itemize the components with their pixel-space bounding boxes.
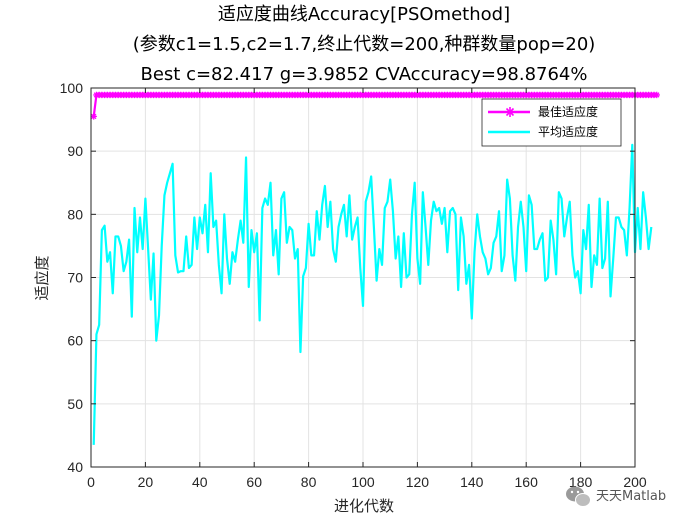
legend-marker-best [505,107,515,117]
x-tick-label: 20 [138,474,154,490]
y-tick-label: 80 [67,206,83,222]
watermark-text: 天天Matlab [596,489,666,504]
x-tick-label: 180 [569,474,593,490]
best-fitness-marker [653,91,660,99]
y-tick-label: 40 [67,459,83,475]
x-tick-label: 120 [406,474,430,490]
x-tick-label: 200 [623,474,647,490]
x-tick-label: 60 [246,474,262,490]
legend-label-average: 平均适应度 [538,124,598,139]
x-axis-label: 进化代数 [334,497,394,515]
legend: 最佳适应度 平均适应度 [481,98,622,147]
title-line-2: (参数c1=1.5,c2=1.7,终止代数=200,种群数量pop=20) [133,34,596,55]
best-fitness-marker [90,113,97,120]
y-tick-label: 90 [67,143,83,159]
x-tick-labels: 0 20 40 60 80 100 120 140 160 180 200 [87,474,647,490]
x-tick-label: 140 [460,474,484,490]
y-tick-label: 60 [67,333,83,349]
x-tick-label: 0 [87,474,95,490]
series-layer [90,91,660,445]
y-tick-label: 70 [67,270,83,286]
y-tick-label: 50 [67,396,83,412]
y-axis-label: 适应度 [33,255,51,300]
wechat-chat-bubbles-icon [566,486,591,507]
axis-ticks [90,87,636,468]
x-tick-label: 160 [515,474,539,490]
x-tick-label: 100 [351,474,375,490]
y-tick-labels: 40 50 60 70 80 90 100 [60,80,84,475]
title-line-3: Best c=82.417 g=3.9852 CVAccuracy=98.876… [140,64,587,85]
series-line-average-fitness [92,143,653,445]
legend-label-best: 最佳适应度 [538,104,598,119]
watermark: 天天Matlab [566,486,666,507]
title-line-1: 适应度曲线Accuracy[PSOmethod] [218,4,510,25]
x-tick-label: 40 [192,474,208,490]
y-tick-label: 100 [60,80,84,96]
legend-box [481,98,622,147]
x-tick-label: 80 [301,474,317,490]
